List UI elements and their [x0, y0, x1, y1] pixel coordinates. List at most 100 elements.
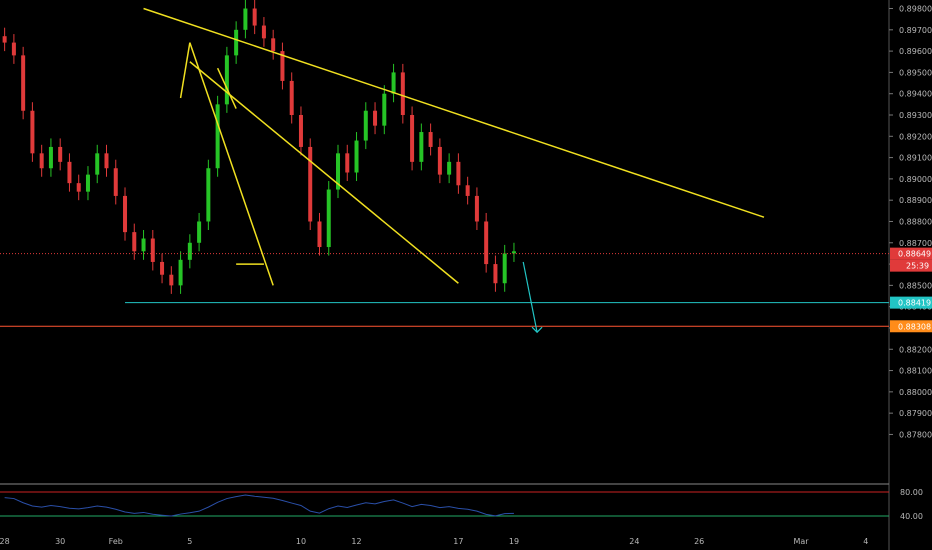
candle-body: [336, 153, 341, 190]
price-tick-label: 0.88000: [899, 388, 932, 397]
candle-body: [58, 146, 63, 162]
candle-body: [95, 153, 100, 175]
projection-arrow[interactable]: [522, 261, 538, 333]
candle-body: [76, 183, 81, 192]
candle-body: [141, 238, 146, 252]
candle-body: [437, 146, 442, 175]
target-badge-text: 0.88308: [898, 322, 931, 331]
candle-body: [178, 259, 183, 286]
date-tick-label: 28: [0, 537, 10, 546]
candle-body: [345, 153, 350, 173]
price-tick-label: 0.89300: [899, 111, 932, 120]
price-tick-label: 0.89700: [899, 26, 932, 35]
oscillator-pane: 80.00 40.00: [0, 488, 923, 521]
price-tick-label: 0.88200: [899, 345, 932, 354]
candle-body: [382, 93, 387, 126]
candle-body: [410, 115, 415, 162]
candle-body: [150, 238, 155, 262]
candle-body: [224, 55, 229, 105]
candle-body: [391, 72, 396, 94]
date-tick-label: Feb: [109, 537, 123, 546]
candle-body: [280, 51, 285, 81]
countdown-badge: [890, 259, 932, 272]
candle-body: [428, 132, 433, 147]
date-tick-label: 19: [509, 537, 519, 546]
trendline[interactable]: [179, 42, 191, 99]
price-tick-label: 0.89100: [899, 154, 932, 163]
date-tick-label: 4: [863, 537, 868, 546]
date-tick-label: 24: [629, 537, 639, 546]
candle-body: [261, 25, 266, 39]
candle-body: [113, 168, 118, 196]
candle-body: [85, 174, 90, 192]
candle-body: [48, 146, 53, 169]
projection-arrowhead[interactable]: [531, 326, 543, 334]
candle-body: [243, 8, 248, 30]
target-badge: [890, 320, 932, 333]
trendline[interactable]: [143, 7, 765, 218]
candle-body: [447, 161, 452, 175]
candle-body: [363, 110, 368, 141]
candle-body: [298, 115, 303, 147]
trendline[interactable]: [189, 61, 459, 284]
price-tick-label: 0.89000: [899, 175, 932, 184]
price-tick-label: 0.88800: [899, 217, 932, 226]
date-tick-label: 30: [55, 537, 65, 546]
candle-body: [400, 72, 405, 115]
candle-body: [169, 274, 174, 286]
candle-body: [484, 221, 489, 265]
price-tick-label: 0.89600: [899, 47, 932, 56]
candle-body: [373, 110, 378, 126]
support-badge: [890, 296, 932, 309]
candle-body: [354, 140, 359, 173]
candle-body: [197, 221, 202, 243]
date-tick-label: Mar: [793, 537, 809, 546]
trendline[interactable]: [189, 42, 274, 286]
candle-body: [234, 29, 239, 56]
candle-body: [465, 185, 470, 196]
candle-body: [104, 153, 109, 169]
price-tick-label: 0.88500: [899, 281, 932, 290]
candle-body: [456, 161, 461, 186]
candle-body: [289, 80, 294, 115]
candle-body: [317, 221, 322, 248]
osc-level-label: 40.00: [900, 512, 923, 521]
date-tick-label: 26: [694, 537, 704, 546]
candle-body: [39, 153, 44, 169]
price-tick-label: 0.89800: [899, 5, 932, 14]
drawings-layer[interactable]: [0, 7, 889, 334]
price-tick-label: 0.89200: [899, 132, 932, 141]
candle-body: [123, 195, 128, 233]
price-tick-label: 0.87800: [899, 430, 932, 439]
candle-body: [419, 132, 424, 162]
candle-body: [511, 251, 516, 254]
candle-body: [502, 253, 507, 284]
trendline[interactable]: [216, 67, 237, 109]
osc-level-label: 80.00: [900, 488, 923, 497]
candle-body: [30, 110, 35, 154]
price-tick-label: 0.88700: [899, 239, 932, 248]
support-badge-text: 0.88419: [898, 299, 931, 308]
date-tick-label: 17: [453, 537, 463, 546]
date-tick-label: 5: [187, 537, 192, 546]
candle-body: [160, 261, 165, 275]
price-tick-label: 0.89400: [899, 90, 932, 99]
countdown-text: 25:39: [906, 262, 929, 271]
candle-body: [308, 146, 313, 222]
price-tick-label: 0.89500: [899, 68, 932, 77]
price-tick-label: 0.88100: [899, 367, 932, 376]
candle-body: [11, 42, 16, 56]
candle-body: [326, 189, 331, 248]
candle-body: [206, 168, 211, 222]
candle-body: [132, 232, 137, 252]
candle-body: [493, 264, 498, 284]
current-price-badge: [890, 247, 932, 260]
oscillator-line: [4, 494, 514, 517]
candle-body: [271, 38, 276, 52]
candle-body: [21, 55, 26, 111]
price-axis: 0.89800 0.89700 0.89600 0.89500 0.89400 0.893…: [889, 5, 932, 439]
candles-layer: [2, 0, 516, 294]
date-axis: 28 30 Feb 5 10 12 17 19 24 26 Mar 4: [0, 537, 868, 546]
candle-body: [67, 161, 72, 184]
